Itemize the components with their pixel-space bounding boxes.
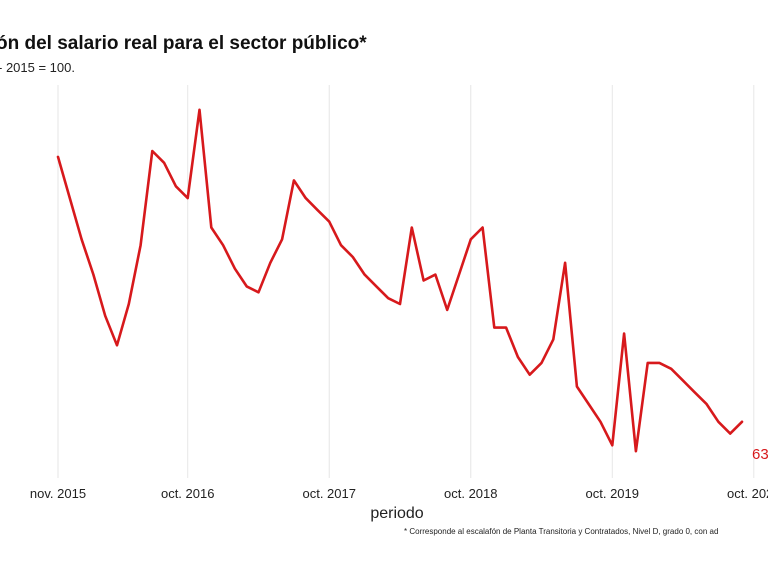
chart-title: ón del salario real para el sector públi… — [0, 33, 367, 54]
x-tick-labels: nov. 2015 oct. 2016 oct. 2017 oct. 2018 oct.… — [30, 486, 768, 501]
end-value-label: 63 — [752, 446, 768, 463]
grid-lines — [57, 85, 755, 478]
x-tick-label: oct. 2017 — [302, 486, 356, 501]
x-axis-title: periodo — [370, 505, 423, 522]
footnote: * Corresponde al escalafón de Planta Tra… — [404, 527, 719, 536]
chart-subtitle: - 2015 = 100. — [0, 60, 75, 75]
x-tick-label: oct. 2019 — [586, 486, 640, 501]
x-tick-label: oct. 2020 — [727, 486, 768, 501]
x-tick-label: oct. 2016 — [161, 486, 215, 501]
series-line-group — [56, 108, 744, 453]
series-line — [56, 108, 744, 453]
x-tick-label: oct. 2018 — [444, 486, 498, 501]
x-tick-label: nov. 2015 — [30, 486, 86, 501]
